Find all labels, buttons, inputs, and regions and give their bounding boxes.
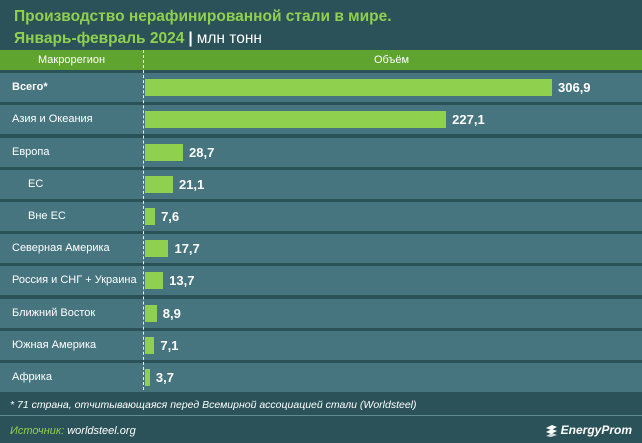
header-volume: Объём xyxy=(374,54,410,66)
chart-row: Азия и Океания 227,1 xyxy=(0,105,642,135)
energyprom-logo-icon xyxy=(545,424,557,437)
data-label: 3,7 xyxy=(155,369,174,385)
bar xyxy=(145,207,156,225)
category-label: Всего* xyxy=(12,81,48,94)
category-label: Южная Америка xyxy=(12,338,97,351)
subtitle-period: Январь-февраль 2024 xyxy=(14,30,185,47)
title-text: Производство нерафинированной стали в ми… xyxy=(14,8,392,25)
chart-row: Южная Америка 7,1 xyxy=(0,330,642,360)
chart-row: Всего* 306,9 xyxy=(0,73,642,103)
data-label: 28,7 xyxy=(189,144,215,160)
data-label: 227,1 xyxy=(452,112,485,128)
bar xyxy=(145,143,184,161)
chart-row: Африка 3,7 xyxy=(0,362,642,392)
bar xyxy=(145,336,155,354)
bar xyxy=(145,79,552,97)
chart-row: Ближний Восток 8,9 xyxy=(0,298,642,328)
category-label: Ближний Восток xyxy=(12,306,96,319)
category-label: Европа xyxy=(12,145,50,158)
bar xyxy=(145,175,173,193)
bar xyxy=(145,272,164,290)
category-label: Азия и Океания xyxy=(12,113,93,126)
data-label: 7,1 xyxy=(160,337,179,353)
energyprom-logo: EnergyProm xyxy=(545,423,632,437)
chart-row: Северная Америка 17,7 xyxy=(0,234,642,264)
chart-table: Макрорегион Объём Всего* 306,9 Азия и Океа… xyxy=(0,50,642,392)
source-label: Источник: xyxy=(10,425,65,437)
data-label: 21,1 xyxy=(178,176,205,192)
footnote: * 71 страна, отчитывающаяся перед Всемир… xyxy=(10,399,417,411)
table-header: Макрорегион Объём xyxy=(0,50,642,70)
source-note: Источник: worldsteel.org xyxy=(10,425,136,437)
title-separator: | xyxy=(188,30,193,47)
chart-row: Россия и СНГ + Украина 13,7 xyxy=(0,266,642,296)
source-link[interactable]: worldsteel.org xyxy=(67,425,136,437)
header-region: Макрорегион xyxy=(38,54,106,66)
title-line-1: Производство нерафинированной стали в ми… xyxy=(14,6,392,28)
data-label: 306,9 xyxy=(558,80,591,96)
logo-text: EnergyProm xyxy=(560,423,632,437)
chart-row: Европа 28,7 xyxy=(0,137,642,167)
category-label: Россия и СНГ + Украина xyxy=(12,274,137,287)
data-label: 8,9 xyxy=(162,305,181,321)
chart-row: Вне ЕС 7,6 xyxy=(0,201,642,231)
category-label: Вне ЕС xyxy=(28,209,66,222)
chart-title: Производство нерафинированной стали в ми… xyxy=(14,6,392,50)
category-label: Африка xyxy=(12,370,52,383)
bar xyxy=(145,304,157,322)
chart-row: ЕС 21,1 xyxy=(0,169,642,199)
column-divider xyxy=(143,50,144,390)
bar xyxy=(145,111,447,129)
bar xyxy=(145,240,169,258)
title-line-2: Январь-февраль 2024 | млн тонн xyxy=(14,28,392,50)
chart-rows: Всего* 306,9 Азия и Океания 227,1 Европа 28,7… xyxy=(0,73,642,392)
data-label: 7,6 xyxy=(161,208,180,224)
category-label: Северная Америка xyxy=(12,242,110,255)
footer-divider xyxy=(0,415,642,416)
bar xyxy=(145,368,150,386)
data-label: 17,7 xyxy=(174,241,200,257)
category-label: ЕС xyxy=(28,177,44,190)
data-label: 13,7 xyxy=(169,273,195,289)
title-unit: млн тонн xyxy=(196,30,262,47)
